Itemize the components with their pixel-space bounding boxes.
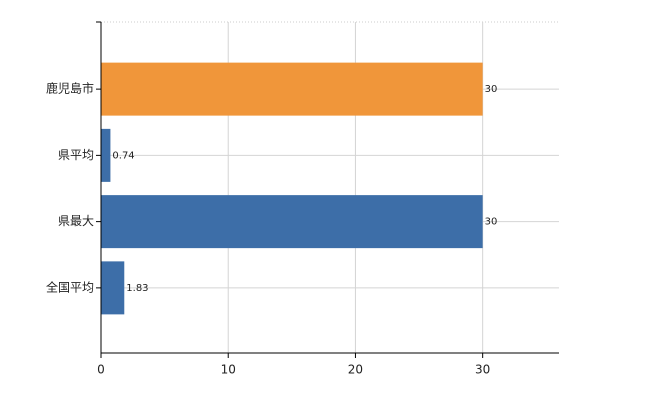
y-tick-label: 県平均 (58, 148, 94, 162)
value-label: 30 (485, 217, 498, 228)
value-label: 1.83 (126, 283, 148, 294)
x-tick-label: 10 (221, 363, 236, 377)
x-tick-label: 20 (348, 363, 363, 377)
y-tick-label: 県最大 (58, 214, 94, 228)
bar (101, 261, 125, 315)
bar (101, 62, 483, 116)
x-tick-label: 0 (97, 363, 105, 377)
bar (101, 195, 483, 249)
bar (101, 128, 111, 182)
y-tick-label: 鹿児島市 (46, 81, 94, 96)
value-label: 30 (485, 84, 498, 95)
x-tick-label: 30 (475, 363, 490, 377)
y-tick-label: 全国平均 (46, 279, 94, 294)
value-label: 0.74 (112, 150, 134, 161)
